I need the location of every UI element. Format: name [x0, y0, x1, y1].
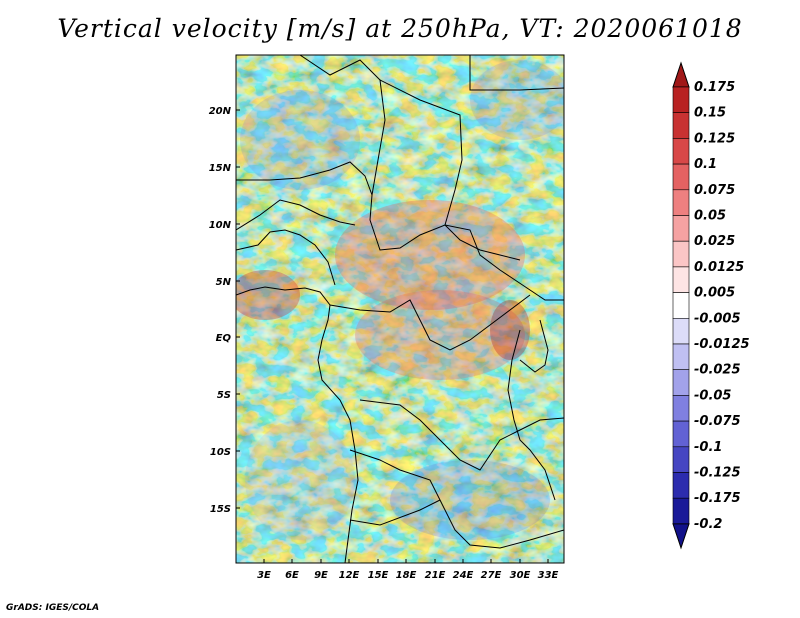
- colorbar-label: -0.005: [694, 311, 741, 326]
- colorbar-label: 0.05: [694, 209, 726, 224]
- colorbar-swatch: [672, 189, 690, 216]
- lat-tick-label: 15N: [209, 163, 232, 174]
- lon-tick-label: 24E: [453, 570, 474, 581]
- colorbar-label: -0.025: [694, 363, 741, 378]
- colorbar-label: -0.125: [694, 466, 741, 481]
- lon-tick-label: 33E: [538, 570, 559, 581]
- colorbar-swatch: [672, 343, 690, 371]
- colorbar-label: 0.005: [694, 286, 735, 301]
- colorbar-label: 0.125: [694, 131, 735, 146]
- colorbar-label: 0.0125: [694, 260, 744, 275]
- colorbar-label: -0.175: [694, 491, 741, 506]
- lon-axis: 3E 6E 9E 12E 15E 18E 21E 24E 27E 30E 33E: [257, 559, 559, 581]
- lat-tick-label: 15S: [210, 504, 231, 515]
- colorbar-swatch: [672, 317, 690, 345]
- lon-tick-label: 18E: [396, 570, 417, 581]
- colorbar-label: 0.075: [694, 183, 735, 198]
- colorbar: 0.175 0.15 0.125 0.1 0.075 0.05 0.025 0.0125 0.0…: [672, 61, 750, 550]
- colorbar-swatch: [672, 240, 690, 268]
- colorbar-swatch: [672, 292, 690, 319]
- colorbar-bottom-arrow: [672, 523, 690, 550]
- lon-tick-label: 15E: [368, 570, 389, 581]
- colorbar-label: 0.15: [694, 106, 726, 121]
- lon-tick-label: 6E: [285, 570, 299, 581]
- grads-credit: GrADS: IGES/COLA: [6, 603, 100, 613]
- colorbar-top-arrow: [672, 61, 690, 88]
- colorbar-swatch: [672, 395, 690, 422]
- lat-tick-label: EQ: [216, 333, 232, 344]
- lat-tick-label: 5N: [216, 277, 232, 288]
- colorbar-swatch: [672, 266, 690, 293]
- colorbar-swatch: [672, 446, 690, 473]
- colorbar-label: -0.0125: [694, 337, 750, 352]
- lon-tick-label: 3E: [257, 570, 271, 581]
- vertical-velocity-field: [236, 55, 564, 563]
- lat-axis: 20N 15N 10N 5N EQ 5S 10S 15S: [209, 106, 240, 515]
- lat-tick-label: 5S: [217, 390, 231, 401]
- lon-tick-label: 12E: [339, 570, 360, 581]
- colorbar-label: 0.175: [694, 80, 735, 95]
- political-boundaries: [236, 55, 564, 563]
- plot-frame: [235, 54, 565, 564]
- colorbar-label: 0.025: [694, 234, 735, 249]
- colorbar-swatch: [672, 472, 690, 499]
- colorbar-swatch: [672, 163, 690, 191]
- map-title: Vertical velocity [m/s] at 250hPa, VT: 2…: [57, 14, 743, 43]
- colorbar-swatch: [672, 369, 690, 396]
- colorbar-label: -0.1: [694, 440, 722, 455]
- colorbar-swatch: [672, 112, 690, 139]
- lon-tick-label: 21E: [425, 570, 446, 581]
- colorbar-swatch: [672, 497, 690, 525]
- colorbar-swatch: [672, 420, 690, 448]
- lat-tick-label: 20N: [209, 106, 232, 117]
- lat-tick-label: 10N: [209, 220, 232, 231]
- lon-tick-label: 30E: [510, 570, 531, 581]
- lon-tick-label: 27E: [481, 570, 502, 581]
- colorbar-label: -0.075: [694, 414, 741, 429]
- colorbar-label: -0.2: [694, 517, 722, 532]
- colorbar-swatch: [672, 138, 690, 165]
- colorbar-label: 0.1: [694, 157, 717, 172]
- colorbar-label: -0.05: [694, 388, 731, 403]
- colorbar-swatch: [672, 215, 690, 242]
- lat-tick-label: 10S: [210, 447, 231, 458]
- lon-tick-label: 9E: [314, 570, 328, 581]
- colorbar-swatch: [672, 86, 690, 114]
